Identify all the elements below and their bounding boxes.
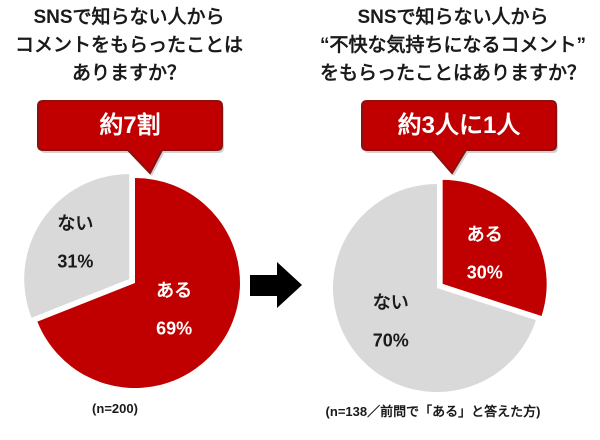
- left-slice-label-yes: ある: [156, 281, 192, 301]
- left-title-line-1: SNSで知らない人から: [33, 7, 225, 28]
- right-slice-value-yes: 30%: [467, 262, 503, 282]
- left-slice-value-no: 31%: [57, 251, 93, 271]
- right-slice-label-no: ない: [373, 293, 409, 313]
- left-callout-bubble: [37, 100, 223, 175]
- right-slice-value-no: 70%: [373, 331, 409, 351]
- left-pie-slice-no: [24, 174, 130, 318]
- right-slice-label-yes: ある: [467, 224, 503, 244]
- right-callout-text: 約3人に1人: [397, 112, 521, 139]
- left-pie-chart: [24, 174, 240, 388]
- right-callout: [361, 100, 558, 176]
- left-sample-note: (n=200): [92, 401, 138, 416]
- left-callout: [37, 100, 224, 176]
- left-title-line-3: ありますか？: [71, 63, 186, 84]
- left-slice-label-no: ない: [57, 213, 93, 233]
- right-sample-note: (n=138／前問で「ある」と答えた方): [325, 404, 541, 419]
- right-title-line-1: SNSで知らない人から: [357, 7, 549, 28]
- left-chart-title: SNSで知らない人から コメントをもらったことは ありますか？: [0, 4, 258, 88]
- right-chart-title: SNSで知らない人から “不快な気持ちになるコメント” をもらったことはあります…: [312, 4, 594, 88]
- left-title-line-2: コメントをもらったことは: [14, 35, 243, 56]
- right-title-line-2: “不快な気持ちになるコメント”: [319, 35, 586, 56]
- left-pie-slice-yes: [37, 178, 240, 388]
- right-title-line-3: をもらったことはありますか？: [319, 63, 586, 84]
- left-callout-text: 約7割: [99, 112, 161, 139]
- right-pie-chart: [333, 179, 547, 393]
- left-slice-value-yes: 69%: [156, 319, 192, 339]
- right-pie-slice-no: [333, 184, 536, 393]
- right-arrow-icon: [250, 262, 302, 308]
- right-callout-bubble: [361, 100, 557, 175]
- right-pie-slice-yes: [442, 179, 547, 317]
- pie-labels: ある 69% ない 31% ある 30% ない 70%: [57, 213, 502, 350]
